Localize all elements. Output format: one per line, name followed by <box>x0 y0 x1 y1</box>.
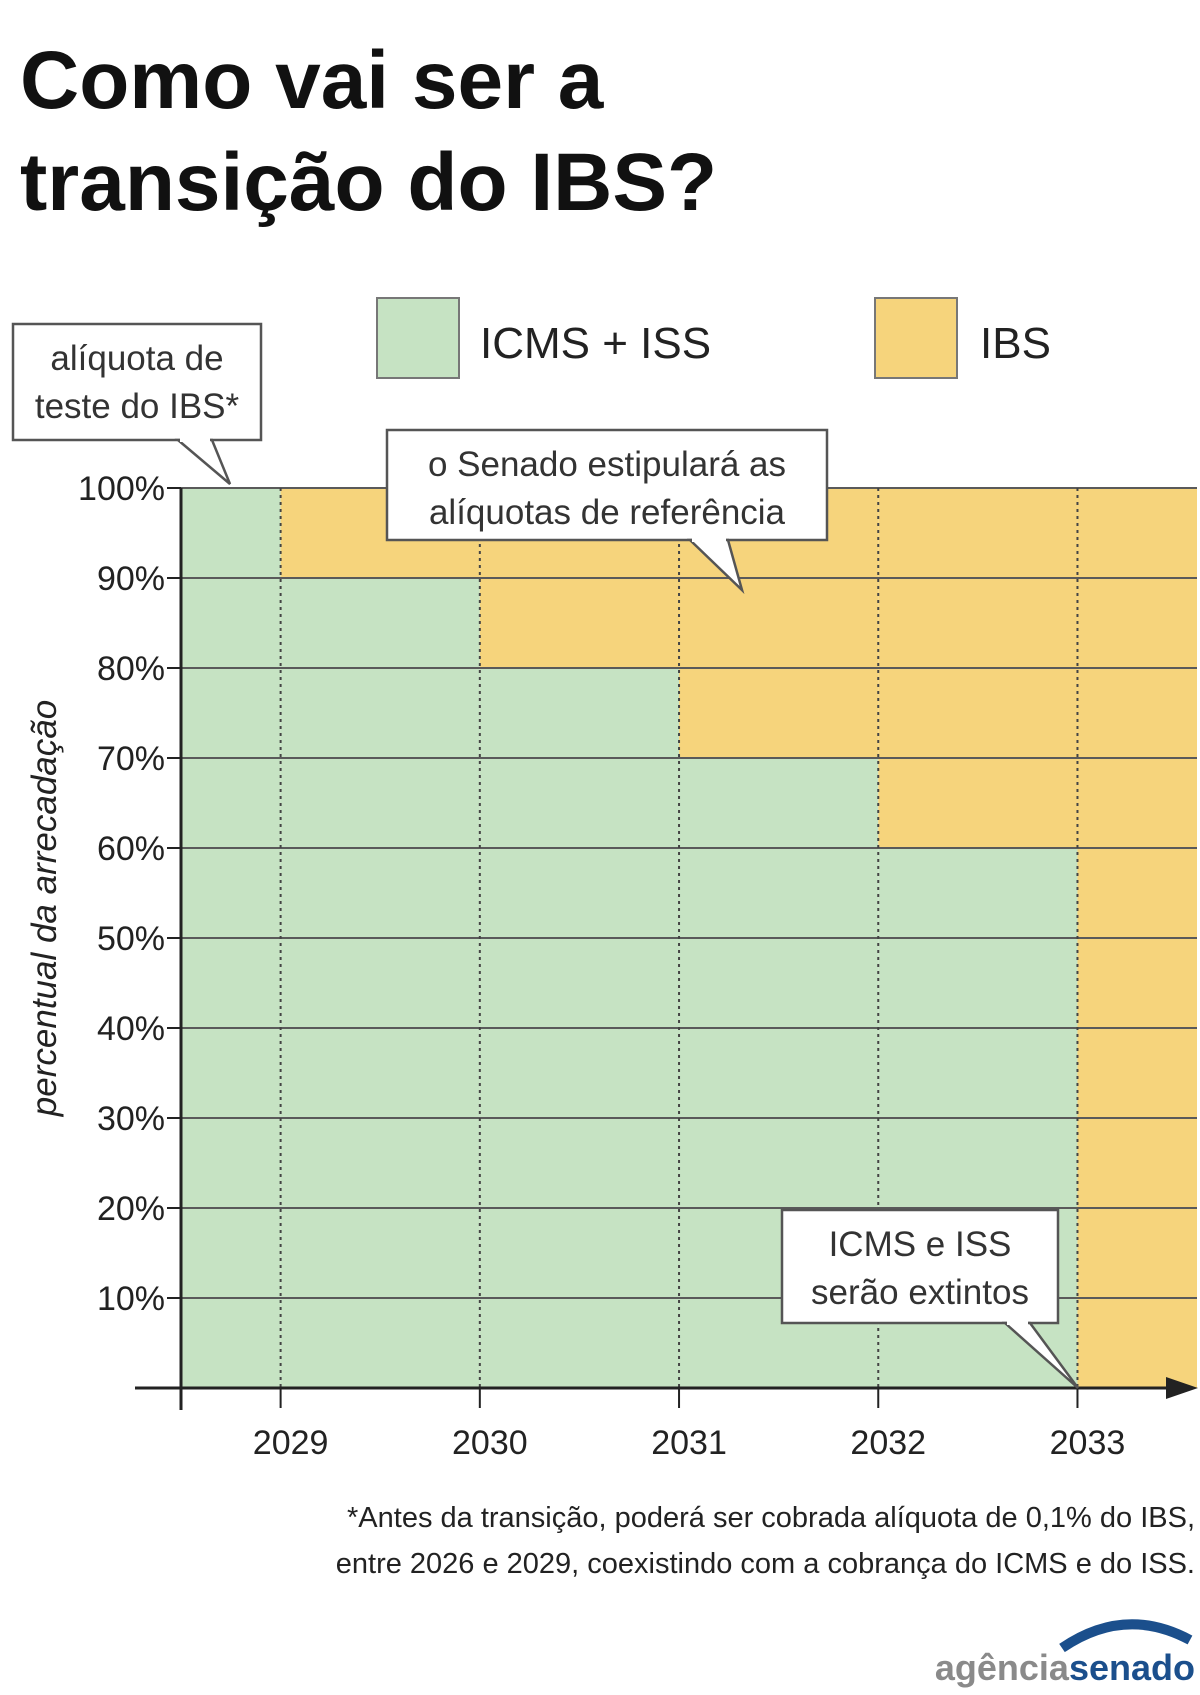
callout-box <box>780 1208 1060 1325</box>
y-tick-label: 60% <box>97 830 165 868</box>
y-tick-label: 90% <box>97 560 165 598</box>
y-tick-label: 50% <box>97 920 165 958</box>
chart-title: Como vai ser a <box>20 35 605 126</box>
source-part: agência <box>935 1647 1070 1688</box>
callout-text: serão extintos <box>811 1273 1029 1312</box>
x-tick-label: 2033 <box>1050 1424 1126 1462</box>
x-tick-label: 2031 <box>651 1424 727 1462</box>
y-tick-label: 80% <box>97 650 165 688</box>
callout-pointer <box>174 438 232 485</box>
footnote: entre 2026 e 2029, coexistindo com a cob… <box>336 1548 1195 1580</box>
y-tick-label: 100% <box>78 470 165 508</box>
y-tick-label: 30% <box>97 1100 165 1138</box>
y-axis-label: percentual da arrecadação <box>25 700 64 1117</box>
legend-swatch <box>376 297 460 379</box>
legend-label: ICMS + ISS <box>480 319 711 368</box>
x-tick-label: 2030 <box>452 1424 528 1462</box>
callout-box <box>385 428 829 542</box>
callout-text: teste do IBS* <box>35 387 240 426</box>
axis-arrow <box>1166 1377 1198 1399</box>
callout-text: ICMS e ISS <box>829 1225 1012 1264</box>
chart-title: transição do IBS? <box>20 137 717 228</box>
callout-box <box>11 322 263 442</box>
source-logo: agênciasenado <box>935 1647 1195 1688</box>
x-tick-label: 2032 <box>850 1424 926 1462</box>
y-tick-label: 10% <box>97 1280 165 1318</box>
callout-text: alíquotas de referência <box>429 493 786 532</box>
legend-label: IBS <box>980 319 1051 368</box>
legend-swatch <box>874 297 958 379</box>
source-part: senado <box>1069 1647 1195 1688</box>
logo-arc <box>1059 1619 1193 1653</box>
footnote: *Antes da transição, poderá ser cobrada … <box>347 1502 1195 1534</box>
y-tick-label: 70% <box>97 740 165 778</box>
y-tick-label: 20% <box>97 1190 165 1228</box>
overlay: percentual da arrecadação ICMS + ISS IBS al… <box>11 297 1195 1688</box>
callout-text: o Senado estipulará as <box>428 445 786 484</box>
y-tick-label: 40% <box>97 1010 165 1048</box>
callout-text: alíquota de <box>50 339 223 378</box>
area-segment <box>280 578 480 1388</box>
x-tick-label: 2029 <box>253 1424 329 1462</box>
